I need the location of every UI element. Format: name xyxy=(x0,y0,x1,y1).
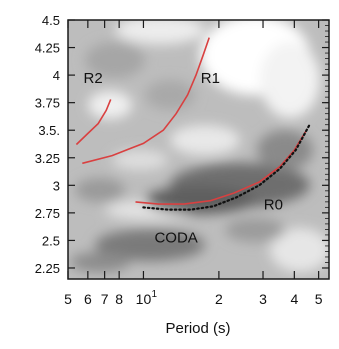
y-tick-label: 3.5. xyxy=(38,123,60,138)
x-tick-label: 8 xyxy=(115,291,123,307)
series-line-r0-picked xyxy=(135,128,308,205)
series-line-r0-model xyxy=(142,123,311,211)
x-tick-label: 4 xyxy=(290,291,298,307)
y-tick-label: 3.75 xyxy=(35,96,60,111)
x-tick-exponent: 1 xyxy=(151,289,157,300)
x-tick-label: 6 xyxy=(84,291,92,307)
y-tick-label: 2.25 xyxy=(35,261,60,276)
x-tick-label: 10 xyxy=(136,291,152,307)
annotation-r2: R2 xyxy=(84,70,103,87)
annotation-r1: R1 xyxy=(201,70,220,87)
x-tick-label: 5 xyxy=(64,291,72,307)
y-tick-label: 3.25 xyxy=(35,151,60,166)
annotation-r0: R0 xyxy=(264,197,283,214)
x-tick-label: 3 xyxy=(259,291,267,307)
heatmap-background xyxy=(68,20,329,279)
y-tick-label: 4.5 xyxy=(42,13,60,28)
x-tick-label: 7 xyxy=(101,291,109,307)
plot-frame xyxy=(67,19,330,280)
y-tick-label: 3 xyxy=(53,178,60,193)
y-tick-label: 2.5 xyxy=(42,233,60,248)
annotation-coda: CODA xyxy=(154,230,197,247)
series-line-r1 xyxy=(82,37,210,165)
x-axis-label: Period (s) xyxy=(165,320,230,337)
x-tick-label: 2 xyxy=(215,291,223,307)
x-tick-label: 5 xyxy=(315,291,323,307)
y-tick-label: 4.25 xyxy=(35,41,60,56)
y-tick-label: 4 xyxy=(53,68,60,83)
y-tick-label: 2.75 xyxy=(35,206,60,221)
series-line-r2 xyxy=(75,99,112,146)
